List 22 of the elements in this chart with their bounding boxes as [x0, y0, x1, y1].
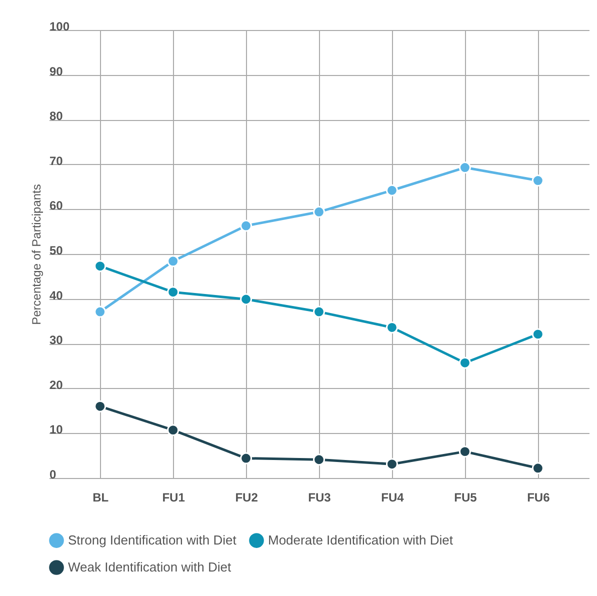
legend-label: Strong Identification with Diet [68, 532, 237, 548]
x-tick-label: FU1 [162, 490, 186, 504]
y-axis-title: Percentage of Participants [30, 184, 44, 325]
x-tick-label: FU3 [308, 490, 332, 504]
legend-label: Weak Identification with Diet [68, 560, 232, 574]
y-tick-label: 50 [50, 244, 64, 258]
x-tick-label: BL [92, 490, 109, 504]
y-tick-label: 70 [50, 154, 64, 168]
x-tick-label: FU5 [454, 490, 478, 504]
y-tick-label: 40 [50, 288, 64, 302]
y-tick-label: 30 [50, 333, 64, 348]
x-tick-label: FU2 [235, 490, 258, 504]
x-tick-label: FU4 [381, 490, 404, 504]
x-tick-label: FU6 [527, 490, 550, 504]
y-tick-label: 0 [50, 468, 56, 482]
y-tick-label: 90 [50, 64, 64, 78]
legend-label: Moderate Identification with Diet [268, 532, 454, 548]
y-tick-label: 60 [50, 198, 64, 213]
y-tick-label: 10 [50, 422, 64, 437]
y-tick-label: 20 [50, 378, 64, 392]
y-tick-label: 100 [50, 20, 70, 34]
y-tick-label: 80 [50, 109, 64, 124]
